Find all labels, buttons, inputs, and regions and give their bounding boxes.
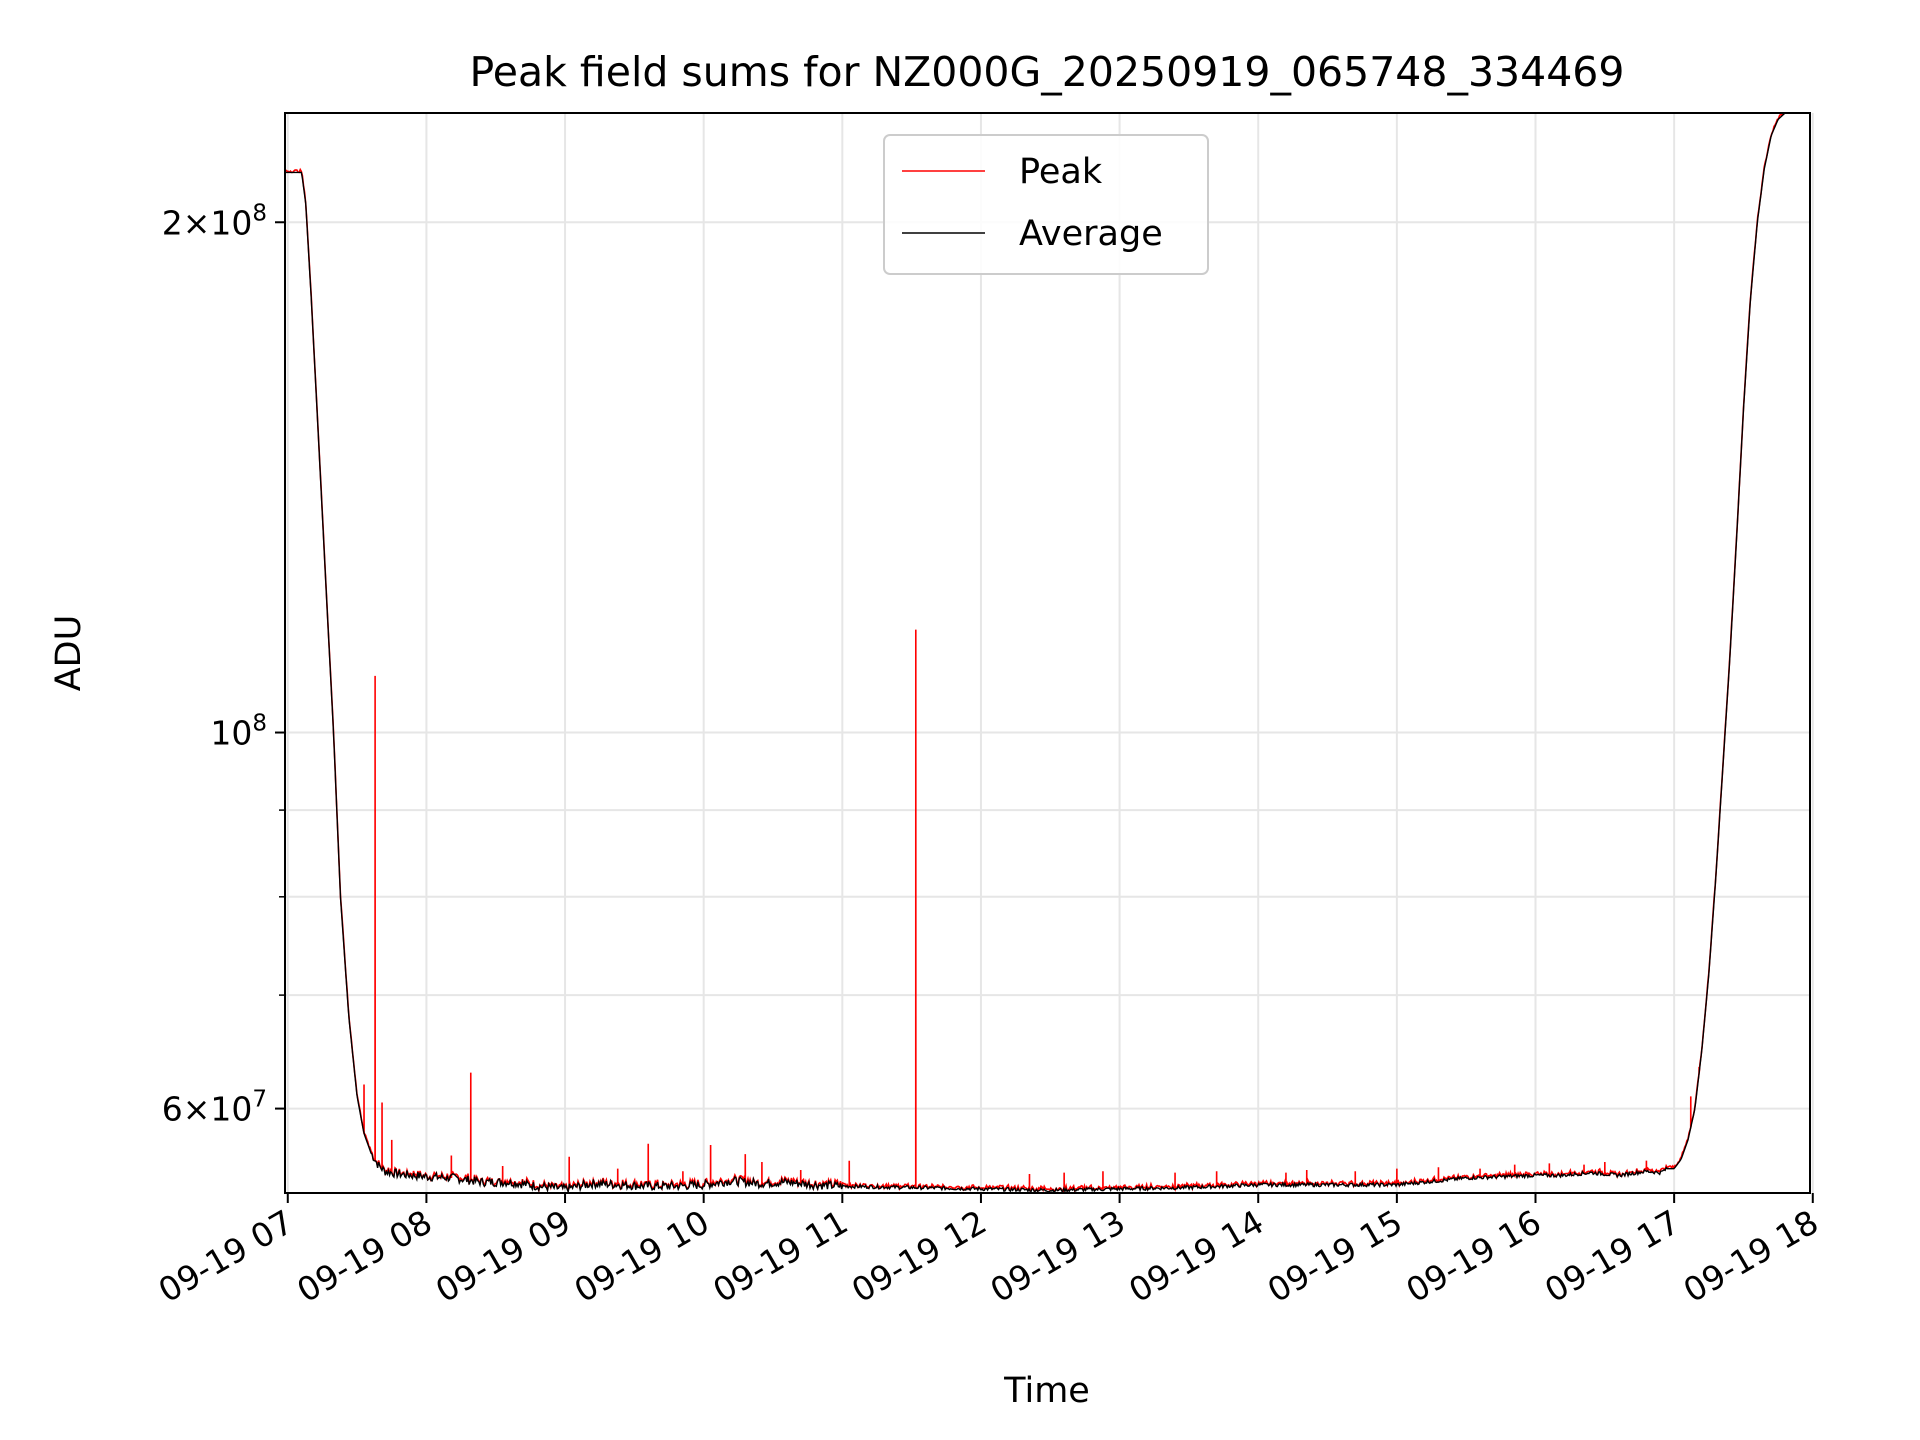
plot-frame: [284, 112, 1811, 1194]
y-tick-label: 6×107: [162, 1087, 267, 1129]
y-tick-label: 2×108: [162, 200, 267, 242]
chart-title: Peak field sums for NZ000G_20250919_0657…: [470, 48, 1625, 96]
grid: [285, 113, 1814, 1193]
legend-average-label: Average: [1019, 214, 1163, 254]
series-average-line: [285, 113, 1810, 1193]
x-axis-label: Time: [1003, 1371, 1090, 1411]
legend: Peak Average: [883, 134, 1209, 275]
plot-lines: [285, 113, 1810, 1193]
legend-peak-label: Peak: [1019, 152, 1103, 192]
y-axis-label: ADU: [49, 615, 89, 692]
y-tick-label: 108: [210, 711, 267, 753]
legend-box: [883, 134, 1209, 275]
